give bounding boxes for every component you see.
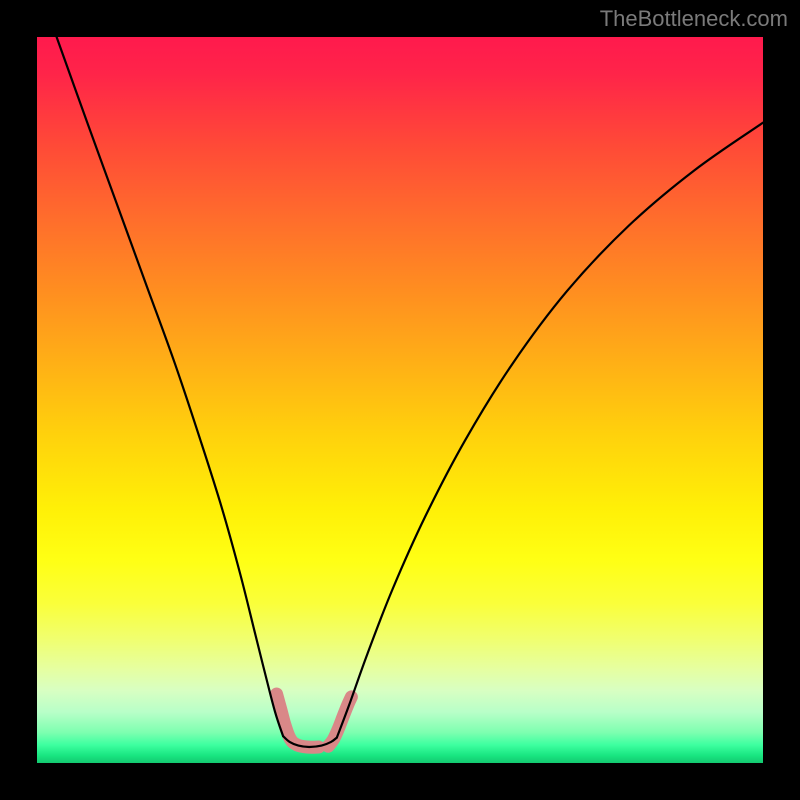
bottleneck-chart: [0, 0, 800, 800]
chart-container: TheBottleneck.com: [0, 0, 800, 800]
plot-background: [37, 37, 763, 763]
watermark-text: TheBottleneck.com: [600, 6, 788, 32]
